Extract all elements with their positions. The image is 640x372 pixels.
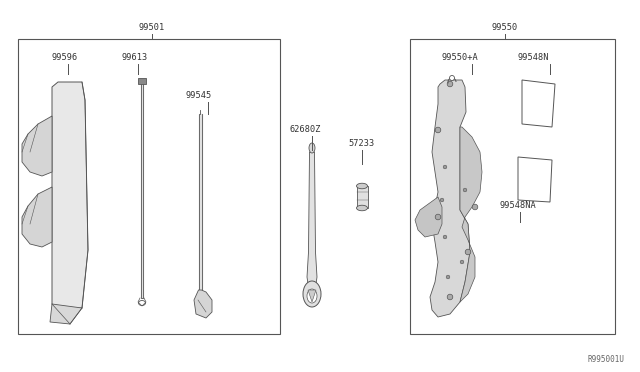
- Ellipse shape: [138, 301, 145, 305]
- Circle shape: [465, 249, 471, 255]
- Polygon shape: [308, 290, 316, 302]
- Circle shape: [447, 294, 453, 300]
- Circle shape: [443, 235, 447, 239]
- Bar: [356, 186, 367, 208]
- Text: 99501: 99501: [139, 23, 165, 32]
- Polygon shape: [52, 82, 88, 310]
- Text: R995001U: R995001U: [588, 355, 625, 364]
- Polygon shape: [460, 127, 482, 302]
- Text: 99550+A: 99550+A: [442, 53, 479, 62]
- Ellipse shape: [449, 76, 454, 80]
- Polygon shape: [307, 152, 317, 284]
- Polygon shape: [430, 80, 470, 317]
- Text: 99548N: 99548N: [518, 53, 550, 62]
- Polygon shape: [194, 290, 212, 318]
- Circle shape: [472, 204, 478, 210]
- Circle shape: [435, 127, 441, 133]
- Ellipse shape: [356, 183, 367, 189]
- Text: 57233: 57233: [348, 139, 374, 148]
- Polygon shape: [415, 197, 442, 237]
- Circle shape: [447, 81, 453, 87]
- Text: 99596: 99596: [52, 53, 78, 62]
- Polygon shape: [198, 114, 202, 290]
- Circle shape: [440, 198, 444, 202]
- Circle shape: [460, 260, 464, 264]
- Polygon shape: [518, 157, 552, 202]
- Circle shape: [463, 188, 467, 192]
- Ellipse shape: [309, 143, 315, 153]
- Circle shape: [443, 165, 447, 169]
- Text: 62680Z: 62680Z: [290, 125, 321, 134]
- Text: 99548NA: 99548NA: [500, 201, 537, 210]
- Polygon shape: [141, 84, 143, 298]
- Ellipse shape: [307, 289, 317, 303]
- Bar: [18, 39, 280, 334]
- Ellipse shape: [356, 205, 367, 211]
- Text: 99613: 99613: [122, 53, 148, 62]
- Bar: [410, 39, 615, 334]
- Polygon shape: [22, 116, 52, 176]
- Bar: [138, 77, 146, 84]
- Polygon shape: [522, 80, 555, 127]
- Polygon shape: [50, 304, 82, 324]
- Circle shape: [435, 214, 441, 220]
- Text: 99550: 99550: [492, 23, 518, 32]
- Circle shape: [446, 275, 450, 279]
- Ellipse shape: [303, 281, 321, 307]
- Polygon shape: [22, 187, 52, 247]
- Text: 99545: 99545: [185, 91, 211, 100]
